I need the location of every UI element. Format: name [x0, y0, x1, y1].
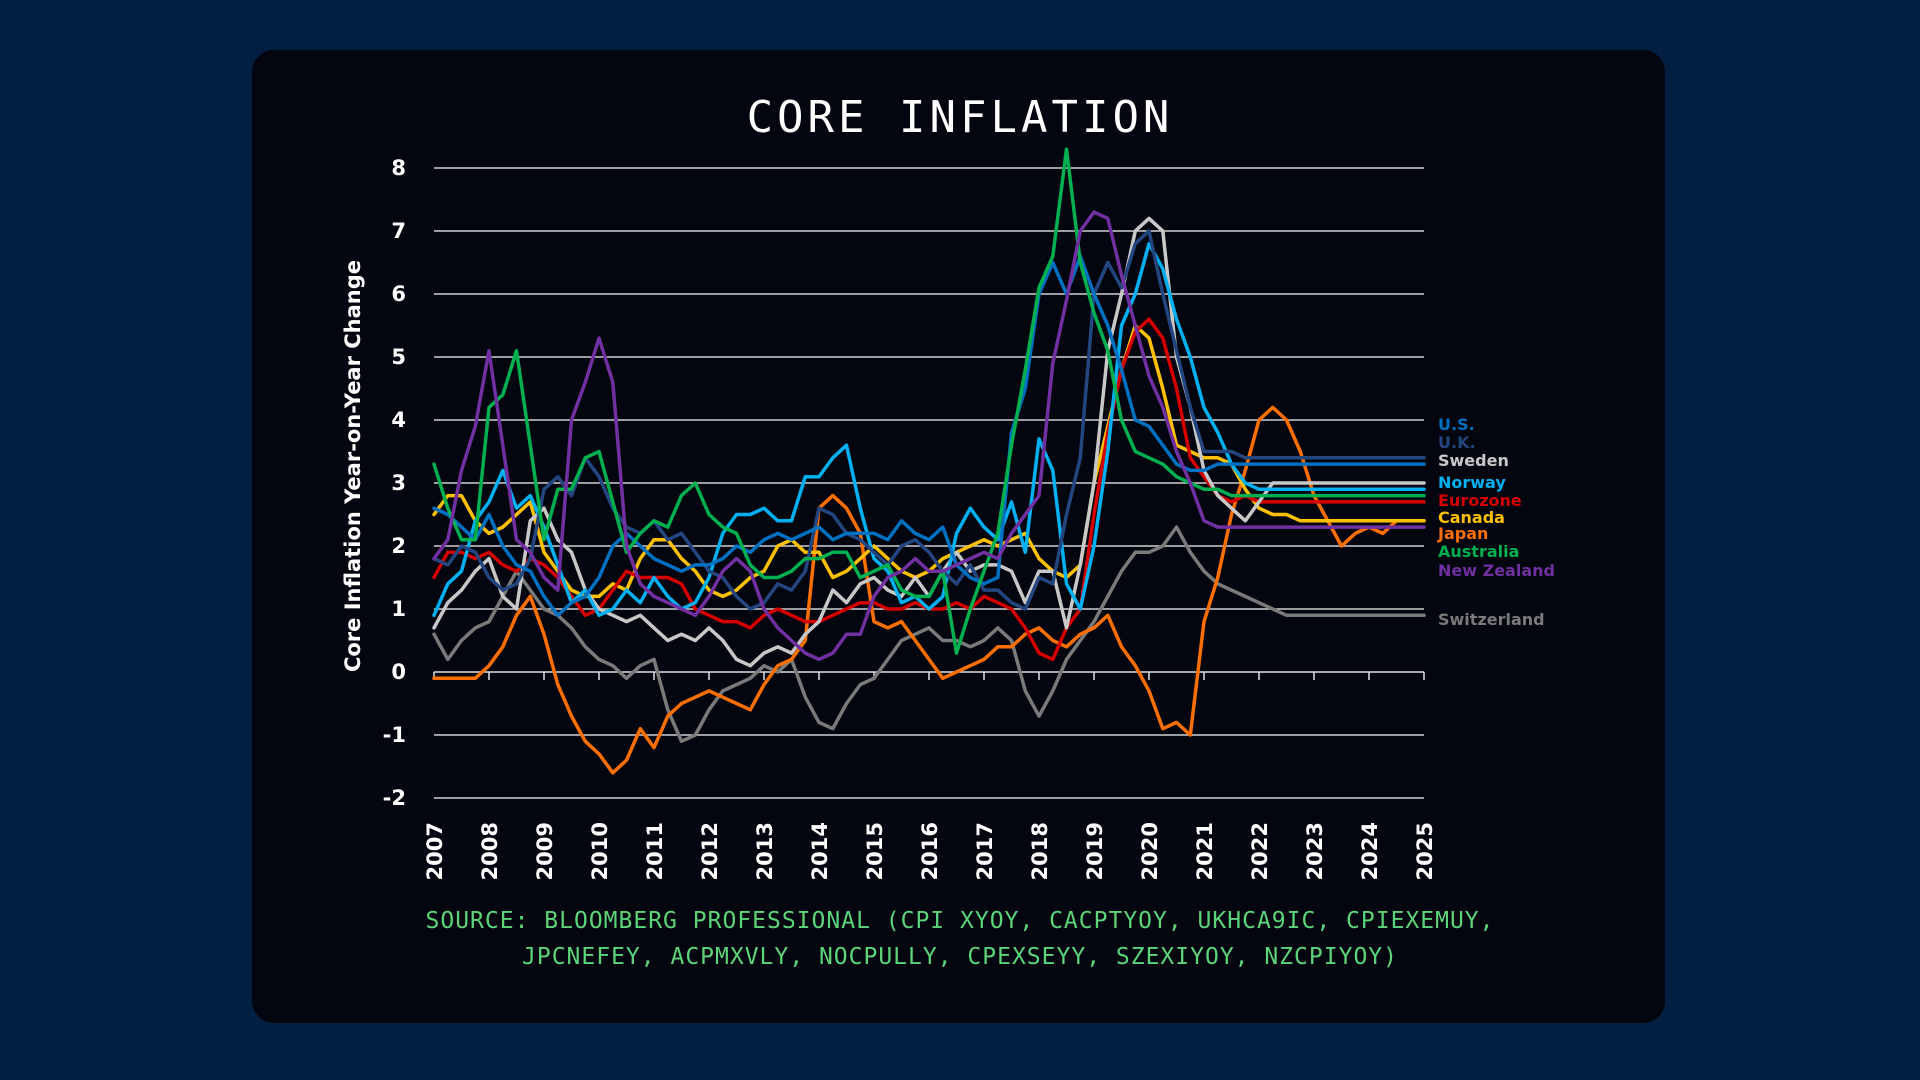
x-tick-label: 2014 [808, 822, 832, 880]
series-line-norway [432, 241, 1426, 618]
x-tick-label: 2019 [1083, 822, 1107, 880]
chart-title: CORE INFLATION [746, 92, 1174, 143]
x-tick-label: 2020 [1138, 822, 1162, 880]
legend: U.S.U.K.Sweden NorwayEurozoneCanadaJapanA… [1437, 415, 1555, 629]
y-tick-label: 7 [391, 219, 406, 243]
x-tick-label: 2024 [1358, 822, 1382, 880]
x-tick-label: 2009 [533, 822, 557, 880]
x-tick-label: 2018 [1028, 822, 1052, 880]
x-tick-label: 2025 [1413, 822, 1437, 880]
chart-card [252, 50, 1665, 1023]
x-tick-label: 2015 [863, 822, 887, 880]
x-tick-label: 2008 [478, 822, 502, 880]
series-line-u-s [432, 254, 1426, 618]
legend-item-u-k: U.K. [1438, 433, 1476, 452]
x-tick-label: 2021 [1193, 822, 1217, 880]
y-tick-label: 5 [391, 345, 406, 369]
series-line-japan [432, 405, 1426, 775]
legend-item-canada: Canada [1438, 508, 1505, 527]
x-tick-label: 2010 [588, 822, 612, 880]
y-tick-labels: 8 7 6 5 4 3 2 1 0 -1 -2 [383, 156, 406, 810]
legend-item-sweden: Sweden [1438, 451, 1509, 470]
source-note: SOURCE: BLOOMBERG PROFESSIONAL (CPI XYOY… [300, 903, 1620, 975]
legend-item-u-s: U.S. [1438, 415, 1475, 434]
series-line-new-zealand [432, 210, 1426, 662]
x-tick-label: 2023 [1303, 822, 1327, 880]
legend-item-eurozone: Eurozone [1438, 491, 1522, 510]
y-tick-label: -2 [383, 786, 406, 810]
x-tick-label: 2022 [1248, 822, 1272, 880]
x-tick-label: 2011 [643, 822, 667, 880]
y-tick-label: 1 [391, 597, 406, 621]
legend-item-new-zealand: New Zealand [1438, 561, 1555, 580]
y-tick-label: 0 [391, 660, 406, 684]
y-tick-label: -1 [383, 723, 406, 747]
x-tick-label: 2017 [973, 822, 997, 880]
series-lines [432, 147, 1426, 775]
legend-item-norway: Norway [1438, 473, 1506, 492]
source-line-1: SOURCE: BLOOMBERG PROFESSIONAL (CPI XYOY… [425, 908, 1495, 934]
series-line-australia [432, 147, 1426, 655]
x-tick-label: 2012 [698, 822, 722, 880]
x-tick-label: 2013 [753, 822, 777, 880]
y-tick-label: 4 [391, 408, 406, 432]
y-tick-label: 8 [391, 156, 406, 180]
x-tick-label: 2007 [423, 822, 447, 880]
source-line-2: JPCNEFEY, ACPMXVLY, NOCPULLY, CPEXSEYY, … [522, 944, 1398, 970]
x-tick-label: 2016 [918, 822, 942, 880]
y-tick-label: 6 [391, 282, 406, 306]
series-line-u-k [432, 229, 1426, 611]
y-tick-label: 2 [391, 534, 406, 558]
y-tick-label: 3 [391, 471, 406, 495]
legend-item-australia: Australia [1438, 542, 1519, 561]
y-axis-label: Core Inflation Year-on-Year Change [341, 260, 365, 672]
legend-item-switzerland: Switzerland [1438, 610, 1545, 629]
series-line-switzerland [432, 525, 1426, 744]
x-axis [433, 671, 1425, 680]
x-tick-labels: 2007 2008 2009 2010 2011 2012 2013 2014 2015 2016… [423, 822, 1437, 880]
legend-item-japan: Japan [1437, 524, 1488, 543]
